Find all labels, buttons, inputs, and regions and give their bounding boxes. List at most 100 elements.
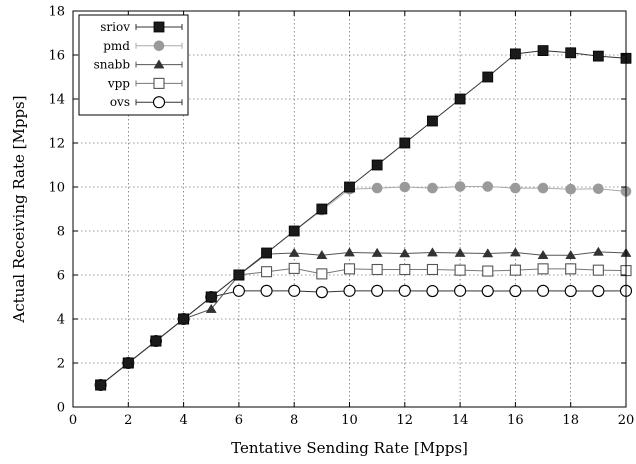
data-point-snabb [344,247,355,257]
legend-entry-ovs: ovs [110,95,183,109]
data-point-sriov [399,137,411,149]
data-point-snabb [399,248,411,258]
data-point-pmd [399,181,411,193]
data-point-vpp [592,264,604,276]
y-tick-label: 16 [48,49,65,64]
y-tick-label: 2 [57,357,65,372]
legend-marker-sriov [153,21,165,33]
x-tick-label: 10 [341,413,358,428]
y-tick-label: 18 [48,5,65,20]
legend-marker-vpp [153,77,165,89]
y-tick-label: 8 [57,225,65,240]
legend-label-sriov: sriov [100,20,130,34]
data-point-ovs [454,284,467,297]
data-point-sriov [482,71,494,83]
x-tick-label: 16 [507,413,524,428]
plot-series [94,45,633,392]
data-point-vpp [509,264,521,276]
data-point-vpp [482,265,494,277]
y-tick-label: 6 [57,269,65,284]
series-ovs [94,284,633,392]
data-point-snabb [482,248,494,258]
legend-label-snabb: snabb [94,58,131,72]
x-tick-label: 12 [397,413,414,428]
data-point-sriov [122,357,134,369]
data-point-ovs [481,285,494,298]
data-point-sriov [178,313,190,325]
data-point-ovs [564,285,577,298]
series-sriov [95,45,632,391]
data-point-ovs [398,284,411,297]
data-point-vpp [565,263,577,275]
data-point-ovs [592,285,605,298]
x-tick-label: 0 [69,413,77,428]
axis-ticks: 0 2 4 6 8 10 12 14 16 18 20 0 2 4 6 8 10 12 14 16 18 [48,5,634,429]
data-point-snabb [509,247,521,257]
data-point-ovs [426,285,439,298]
data-point-ovs [343,284,356,297]
data-point-sriov [205,291,217,303]
x-tick-label: 8 [290,413,298,428]
data-point-sriov [150,335,162,347]
data-point-sriov [371,159,383,171]
series-vpp [95,262,632,391]
data-point-sriov [261,247,272,259]
data-point-sriov [288,225,300,237]
series-pmd [95,181,632,391]
data-point-sriov [592,50,604,62]
data-point-pmd [482,181,494,192]
series-vpp-line [100,267,627,386]
x-tick-label: 20 [618,413,635,428]
y-tick-label: 10 [48,181,65,196]
data-point-vpp [426,263,439,276]
data-point-ovs [260,284,273,297]
data-point-pmd [537,182,549,194]
data-point-ovs [288,284,301,297]
data-point-sriov [565,47,577,59]
data-point-sriov [509,48,521,60]
series-pmd-line [100,186,627,386]
legend-marker-ovs [152,96,166,109]
data-point-vpp [260,266,273,278]
x-tick-label: 2 [124,413,132,428]
data-point-pmd [371,182,383,194]
legend-marker-pmd [153,40,165,52]
legend-entry-pmd: pmd [103,39,183,53]
legend: sriov pmd snabb vpp ovs [78,14,189,116]
data-point-pmd [565,183,577,195]
data-point-ovs [371,284,384,297]
data-point-sriov [316,203,328,215]
data-point-ovs [315,286,328,299]
x-tick-label: 18 [562,413,579,428]
data-point-sriov [344,181,355,193]
y-tick-label: 4 [57,313,65,328]
data-point-snabb [316,249,328,260]
data-point-sriov [233,269,245,281]
data-point-sriov [537,45,549,56]
data-point-vpp [288,262,300,274]
data-point-vpp [454,264,466,276]
data-point-pmd [510,182,521,194]
x-tick-label: 14 [452,413,469,428]
x-axis-title: Tentative Sending Rate [Mpps] [231,439,468,457]
data-point-vpp [537,263,549,275]
data-point-sriov [454,93,466,105]
y-tick-label: 12 [48,137,65,152]
data-point-sriov [427,115,438,127]
y-tick-label: 0 [57,401,65,416]
data-point-snabb [565,249,577,260]
legend-label-pmd: pmd [103,39,130,53]
data-point-snabb [288,247,300,257]
data-point-pmd [593,183,604,195]
legend-entry-vpp: vpp [107,76,183,90]
data-point-snabb [537,249,549,260]
data-point-snabb [592,246,604,256]
series-ovs-line [100,290,627,386]
data-point-snabb [371,247,383,257]
y-tick-label: 14 [48,93,65,108]
data-point-sriov [95,379,107,391]
data-point-ovs [536,284,550,297]
data-point-snabb [205,303,217,313]
x-tick-label: 6 [235,413,243,428]
